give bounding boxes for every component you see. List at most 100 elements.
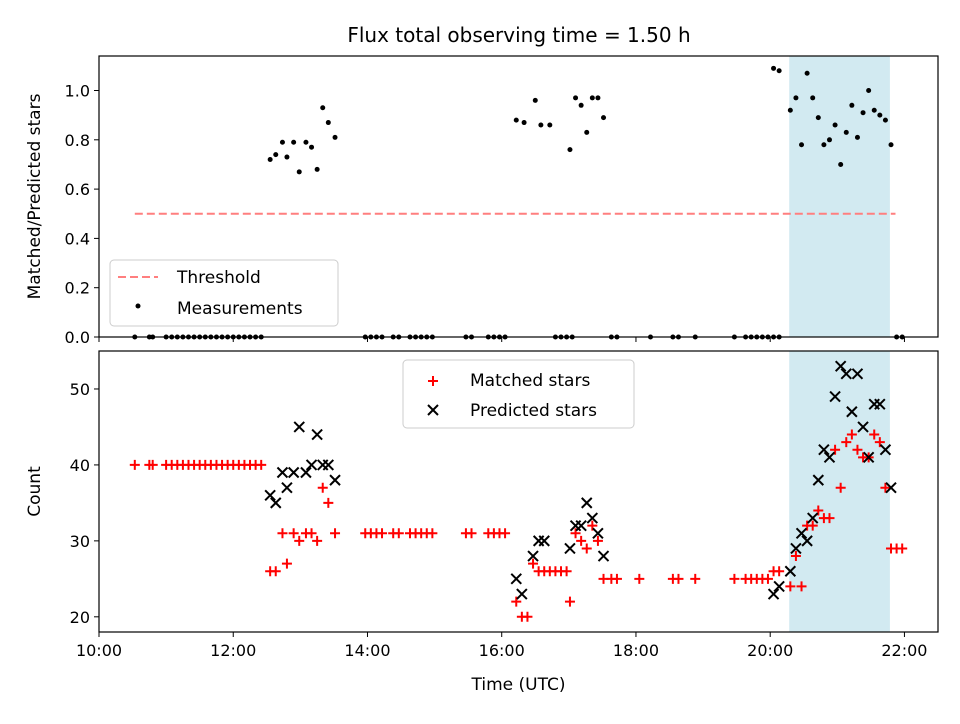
predicted-star-point xyxy=(767,588,780,600)
measurement-point xyxy=(799,142,805,148)
predicted-star-point xyxy=(592,527,604,539)
top-ytick-label: 0.6 xyxy=(65,180,90,199)
measurement-point xyxy=(787,107,793,113)
top-ytick-label: 0.2 xyxy=(65,279,90,298)
matched-star-point xyxy=(634,573,645,584)
predicted-star-point xyxy=(305,459,318,471)
measurement-point xyxy=(595,95,601,101)
predicted-star-point xyxy=(851,368,864,380)
matched-star-point xyxy=(592,535,603,546)
predicted-star-point xyxy=(538,535,550,547)
legend-measurement-swatch xyxy=(135,303,141,309)
matched-star-point xyxy=(852,444,863,455)
top-ytick-label: 0.8 xyxy=(65,131,90,150)
predicted-star-point xyxy=(527,550,539,562)
predicted-star-point xyxy=(281,481,293,494)
bottom-xtick-label: 12:00 xyxy=(210,641,256,660)
matched-star-point xyxy=(270,566,281,577)
measurement-point xyxy=(325,120,331,126)
measurement-point xyxy=(793,95,799,101)
matched-star-point xyxy=(835,482,846,493)
measurement-point xyxy=(567,147,573,153)
measurement-point xyxy=(877,112,883,118)
matched-star-point xyxy=(762,573,773,584)
predicted-star-point xyxy=(270,497,282,509)
predicted-star-point xyxy=(300,466,312,479)
matched-star-point xyxy=(774,566,785,577)
measurement-point xyxy=(332,134,338,140)
top-highlight-region xyxy=(789,56,890,337)
measurement-point xyxy=(776,68,782,74)
predicted-star-point xyxy=(862,451,875,464)
matched-star-point xyxy=(393,528,404,539)
measurement-point xyxy=(771,65,777,71)
measurement-point xyxy=(547,122,553,128)
matched-star-point xyxy=(729,573,740,584)
matched-star-point xyxy=(500,528,511,539)
predicted-star-point xyxy=(857,421,869,433)
matched-star-point xyxy=(897,543,908,554)
predicted-star-point xyxy=(840,368,852,380)
bottom-panel: 20 30 40 50 10:00 12:00 14:00 16:00 18:00 20:00 22… xyxy=(25,350,939,695)
matched-star-point xyxy=(576,535,587,546)
predicted-star-point xyxy=(795,527,808,539)
predicted-star-point xyxy=(879,444,892,456)
predicted-star-point xyxy=(818,444,830,456)
bottom-series-1 xyxy=(264,360,897,600)
predicted-star-point xyxy=(823,451,836,464)
matched-star-point xyxy=(306,528,317,539)
matched-star-point xyxy=(869,429,880,440)
chart-title: Flux total observing time = 1.50 h xyxy=(347,23,690,47)
measurement-point xyxy=(854,134,860,140)
matched-star-point xyxy=(281,558,292,569)
measurement-point xyxy=(843,129,849,135)
predicted-star-point xyxy=(276,466,289,479)
measurement-point xyxy=(314,166,320,172)
matched-star-point xyxy=(690,573,701,584)
matched-star-point xyxy=(277,528,288,539)
matched-star-point xyxy=(377,528,388,539)
measurement-point xyxy=(866,88,872,94)
predicted-star-point xyxy=(510,573,522,585)
measurement-point xyxy=(296,169,302,175)
predicted-star-point xyxy=(801,535,813,547)
matched-star-point xyxy=(256,459,267,470)
measurement-point xyxy=(601,115,607,121)
measurement-point xyxy=(578,102,584,108)
predicted-star-point xyxy=(586,512,599,524)
measurement-point xyxy=(309,144,315,150)
matched-star-point xyxy=(522,611,533,622)
matched-star-point xyxy=(294,535,305,546)
matched-star-point xyxy=(841,437,852,448)
legend-box xyxy=(109,259,339,327)
bottom-xtick-label: 20:00 xyxy=(747,641,793,660)
matched-star-point xyxy=(581,543,592,554)
matched-star-point xyxy=(466,528,477,539)
predicted-star-point xyxy=(834,360,847,372)
matched-star-point xyxy=(824,513,835,524)
predicted-star-point xyxy=(784,565,797,577)
measurement-point xyxy=(320,105,326,111)
measurement-point xyxy=(279,139,285,145)
measurement-point xyxy=(284,154,290,160)
bottom-series-0 xyxy=(129,429,908,622)
top-ytick-label: 1.0 xyxy=(65,82,90,101)
bottom-ytick-label: 40 xyxy=(70,456,90,475)
bottom-xtick-label: 16:00 xyxy=(479,641,525,660)
matched-star-point xyxy=(288,528,299,539)
top-panel: 0.0 0.2 0.4 0.6 0.8 1.0 Matched/Predicted star… xyxy=(25,55,939,347)
matched-star-point xyxy=(427,528,438,539)
top-ytick-label: 0.4 xyxy=(65,229,90,248)
matched-star-point xyxy=(807,520,818,531)
predicted-star-point xyxy=(812,474,825,486)
predicted-star-point xyxy=(293,421,305,433)
measurement-point xyxy=(589,95,595,101)
bottom-xtick-label: 18:00 xyxy=(613,641,659,660)
measurement-point xyxy=(826,137,832,143)
predicted-star-point xyxy=(329,474,341,486)
predicted-star-point xyxy=(773,580,785,593)
predicted-star-point xyxy=(564,542,576,555)
measurement-point xyxy=(521,120,527,126)
measurement-point xyxy=(815,115,821,121)
